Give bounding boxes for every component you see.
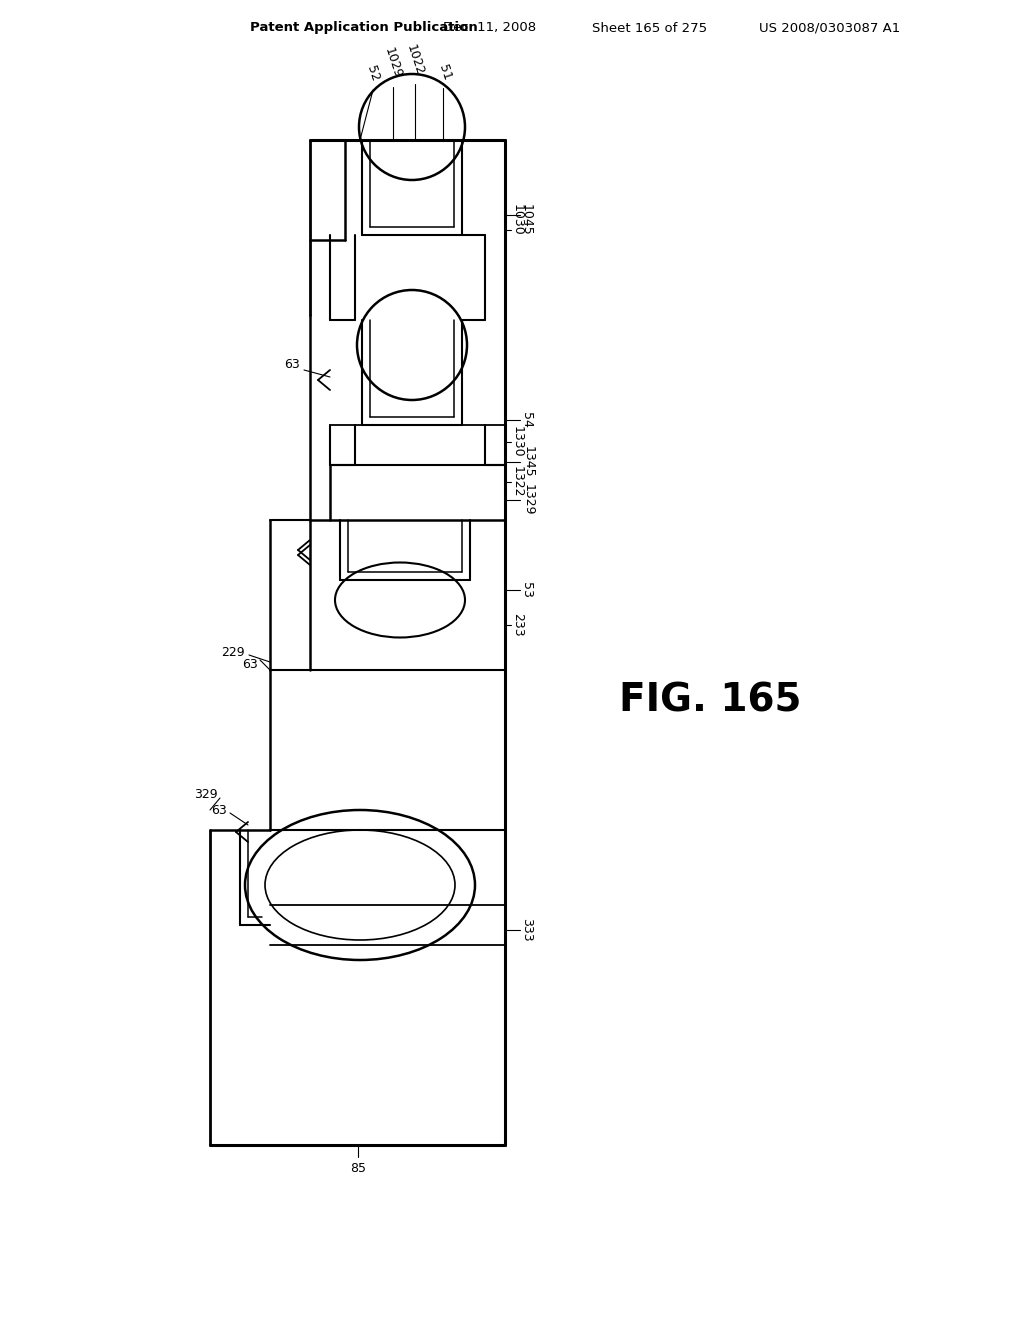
Text: 52: 52 (365, 63, 382, 83)
Text: 51: 51 (436, 63, 454, 82)
Text: 333: 333 (520, 919, 534, 941)
Text: 1030: 1030 (511, 205, 524, 236)
Text: 1329: 1329 (522, 484, 535, 516)
Text: US 2008/0303087 A1: US 2008/0303087 A1 (760, 21, 901, 34)
Text: 1045: 1045 (520, 205, 534, 236)
Text: 63: 63 (285, 359, 300, 371)
Text: Patent Application Publication: Patent Application Publication (250, 21, 478, 34)
Text: 85: 85 (350, 1162, 366, 1175)
Text: 63: 63 (211, 804, 227, 817)
Text: 1022: 1022 (403, 44, 426, 77)
Text: 1029: 1029 (382, 46, 404, 81)
Text: Sheet 165 of 275: Sheet 165 of 275 (593, 21, 708, 34)
Text: 329: 329 (195, 788, 218, 801)
Text: 1345: 1345 (522, 446, 535, 478)
Text: Dec. 11, 2008: Dec. 11, 2008 (443, 21, 537, 34)
Text: FIG. 165: FIG. 165 (618, 681, 801, 719)
Text: 54: 54 (520, 412, 534, 428)
Text: 63: 63 (243, 659, 258, 672)
Text: 1330: 1330 (511, 426, 524, 458)
Text: 1322: 1322 (511, 466, 524, 498)
Text: 53: 53 (520, 582, 534, 598)
Text: 233: 233 (511, 614, 524, 636)
Text: 229: 229 (221, 645, 245, 659)
